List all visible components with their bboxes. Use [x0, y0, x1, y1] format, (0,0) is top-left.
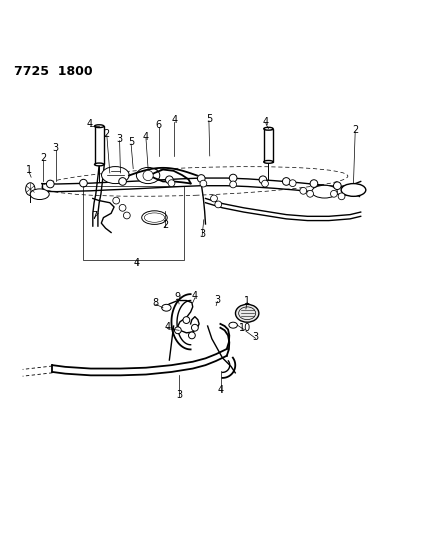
Circle shape — [310, 180, 318, 188]
Circle shape — [183, 317, 190, 324]
Text: 3: 3 — [53, 143, 59, 154]
Ellipse shape — [264, 127, 273, 130]
Circle shape — [200, 180, 207, 187]
Text: 4: 4 — [143, 132, 149, 142]
Text: 4: 4 — [263, 117, 269, 127]
Text: 4: 4 — [134, 258, 140, 268]
Text: 9: 9 — [175, 292, 181, 302]
Text: 4: 4 — [164, 322, 170, 332]
Text: 3: 3 — [214, 295, 220, 305]
Bar — [264, 129, 273, 162]
Text: 7: 7 — [91, 211, 97, 221]
Circle shape — [282, 177, 290, 185]
Circle shape — [289, 180, 296, 187]
Text: 10: 10 — [238, 323, 251, 333]
Circle shape — [166, 176, 173, 183]
Ellipse shape — [101, 167, 129, 183]
Ellipse shape — [95, 163, 104, 166]
Circle shape — [338, 193, 345, 200]
Ellipse shape — [162, 304, 171, 311]
Text: 3: 3 — [176, 390, 182, 400]
Circle shape — [229, 174, 237, 182]
Text: 4: 4 — [171, 115, 178, 125]
Text: 4: 4 — [87, 119, 93, 128]
Text: 5: 5 — [206, 114, 212, 124]
Circle shape — [230, 181, 237, 188]
Text: 1: 1 — [26, 165, 32, 175]
Ellipse shape — [30, 189, 49, 199]
Text: 2: 2 — [104, 129, 110, 139]
Text: 2: 2 — [40, 154, 46, 164]
Ellipse shape — [137, 167, 160, 183]
Circle shape — [333, 182, 341, 190]
Circle shape — [191, 324, 198, 331]
Text: 7725  1800: 7725 1800 — [14, 64, 93, 77]
Text: 3: 3 — [253, 332, 259, 342]
Circle shape — [175, 327, 181, 334]
Ellipse shape — [142, 211, 167, 224]
Text: 4: 4 — [218, 385, 224, 395]
Circle shape — [262, 180, 268, 187]
Circle shape — [197, 175, 205, 182]
Text: 5: 5 — [128, 138, 134, 147]
Text: 3: 3 — [116, 134, 123, 144]
Ellipse shape — [235, 304, 259, 322]
Ellipse shape — [312, 185, 337, 198]
Circle shape — [211, 195, 217, 202]
Circle shape — [259, 176, 267, 183]
Text: 2: 2 — [352, 125, 358, 135]
Ellipse shape — [229, 322, 238, 328]
Circle shape — [330, 190, 337, 197]
Ellipse shape — [264, 160, 273, 163]
Text: 6: 6 — [156, 120, 162, 131]
Circle shape — [47, 180, 54, 188]
Circle shape — [188, 332, 195, 339]
Ellipse shape — [26, 183, 35, 196]
Circle shape — [215, 201, 222, 208]
Circle shape — [119, 205, 126, 211]
Text: 8: 8 — [153, 297, 159, 308]
Circle shape — [168, 180, 175, 187]
Circle shape — [119, 177, 126, 185]
Circle shape — [300, 188, 307, 194]
Circle shape — [113, 197, 119, 204]
Circle shape — [143, 171, 153, 181]
Circle shape — [123, 212, 130, 219]
Ellipse shape — [341, 183, 366, 196]
Ellipse shape — [95, 125, 104, 127]
Circle shape — [307, 190, 313, 197]
Bar — [83, 185, 184, 260]
Text: 4: 4 — [192, 291, 198, 301]
Ellipse shape — [144, 213, 165, 222]
Circle shape — [80, 179, 87, 187]
Text: 1: 1 — [244, 295, 250, 305]
Text: 2: 2 — [162, 220, 168, 230]
Text: 3: 3 — [199, 229, 205, 239]
Bar — [95, 126, 104, 165]
